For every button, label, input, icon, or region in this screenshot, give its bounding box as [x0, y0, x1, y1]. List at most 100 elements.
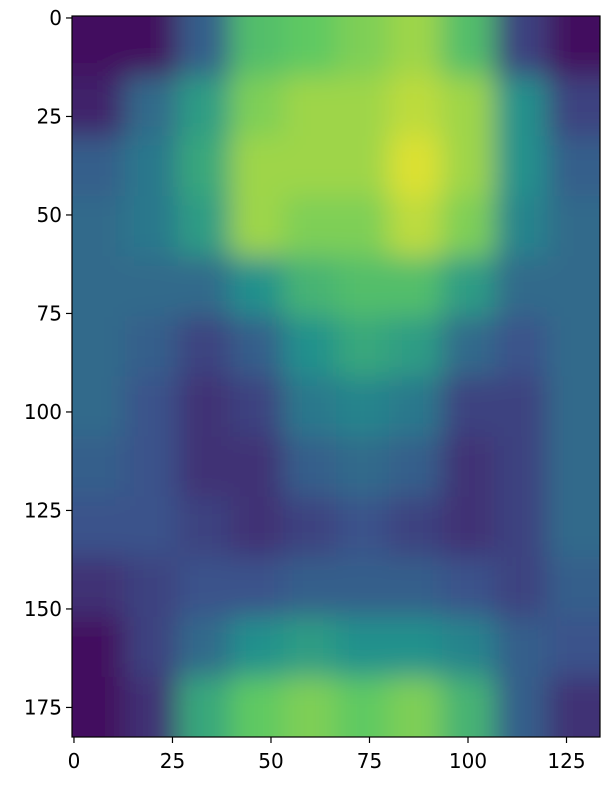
x-tick-label: 75	[357, 749, 382, 773]
heatmap-cell	[124, 676, 179, 737]
heatmap-cell	[494, 616, 549, 678]
heatmap-cell	[230, 256, 285, 318]
heatmap-cell	[230, 676, 285, 737]
heatmap-cell	[124, 16, 179, 78]
heatmap-cell	[283, 136, 337, 198]
heatmap-cell	[177, 496, 232, 558]
heatmap-cell	[388, 676, 443, 737]
y-tick-label: 75	[37, 301, 62, 325]
heatmap-cell	[72, 496, 126, 558]
heatmap-cell	[494, 16, 549, 78]
heatmap-cell	[388, 196, 443, 258]
heatmap-cell	[72, 316, 126, 378]
heatmap-cell	[230, 76, 285, 138]
heatmap-cell	[177, 196, 232, 258]
heatmap-cell	[124, 496, 179, 558]
x-tick-label: 25	[160, 749, 185, 773]
heatmap-cell	[124, 196, 179, 258]
heatmap-cell	[72, 76, 126, 138]
image-cells	[72, 16, 600, 737]
heatmap-cell	[336, 376, 390, 438]
heatmap-cell	[283, 436, 337, 498]
heatmap-cell	[72, 616, 126, 678]
heatmap-cell	[283, 316, 337, 378]
y-tick-label: 25	[37, 104, 62, 128]
heatmap-cell	[494, 676, 549, 737]
heatmap-cell	[230, 376, 285, 438]
heatmap-cell	[547, 676, 600, 737]
heatmap-cell	[230, 496, 285, 558]
heatmap-cell	[124, 136, 179, 198]
heatmap-cell	[547, 436, 600, 498]
heatmap-cell	[124, 436, 179, 498]
heatmap-cell	[230, 16, 285, 78]
heatmap-cell	[177, 136, 232, 198]
heatmap-cell	[124, 316, 179, 378]
heatmap-cell	[336, 496, 390, 558]
heatmap-cell	[230, 556, 285, 618]
heatmap-cell	[336, 436, 390, 498]
heatmap-cell	[441, 496, 496, 558]
heatmap-cell	[547, 16, 600, 78]
heatmap-cell	[283, 616, 337, 678]
heatmap-cell	[388, 256, 443, 318]
heatmap-cell	[547, 556, 600, 618]
heatmap-cell	[494, 316, 549, 378]
heatmap-cell	[177, 676, 232, 737]
heatmap-cell	[547, 376, 600, 438]
heatmap-cell	[547, 196, 600, 258]
y-tick-label: 175	[24, 695, 62, 719]
heatmap-cell	[336, 136, 390, 198]
y-tick-label: 100	[24, 400, 62, 424]
heatmap-cell	[72, 676, 126, 737]
heatmap-cell	[72, 256, 126, 318]
heatmap-cell	[441, 76, 496, 138]
heatmap-cell	[72, 376, 126, 438]
heatmap-cell	[441, 256, 496, 318]
heatmap-cell	[441, 616, 496, 678]
heatmap-cell	[230, 196, 285, 258]
heatmap-cell	[230, 436, 285, 498]
heatmap-cell	[388, 436, 443, 498]
heatmap-cell	[494, 496, 549, 558]
heatmap-cell	[72, 16, 126, 78]
axes-frame	[71, 15, 601, 738]
heatmap-cell	[494, 196, 549, 258]
heatmap-cell	[547, 316, 600, 378]
heatmap-cell	[177, 376, 232, 438]
heatmap-cell	[177, 16, 232, 78]
x-tick-label: 100	[449, 749, 487, 773]
heatmap-cell	[177, 316, 232, 378]
heatmap-cell	[441, 136, 496, 198]
heatmap-cell	[494, 436, 549, 498]
heatmap-cell	[494, 76, 549, 138]
heatmap-cell	[283, 496, 337, 558]
y-tick-label: 125	[24, 498, 62, 522]
heatmap-cell	[336, 196, 390, 258]
heatmap-cell	[441, 376, 496, 438]
heatmap-cell	[336, 616, 390, 678]
heatmap-cell	[388, 136, 443, 198]
y-tick-label: 150	[24, 597, 62, 621]
heatmap-cell	[547, 136, 600, 198]
x-tick-label: 125	[547, 749, 585, 773]
heatmap-cell	[388, 616, 443, 678]
heatmap-cell	[230, 136, 285, 198]
heatmap-cell	[72, 556, 126, 618]
heatmap-cell	[177, 616, 232, 678]
heatmap-cell	[283, 256, 337, 318]
heatmap-cell	[336, 256, 390, 318]
heatmap-cell	[441, 196, 496, 258]
heatmap-cell	[441, 316, 496, 378]
heatmap-cell	[547, 616, 600, 678]
heatmap-cell	[72, 136, 126, 198]
heatmap-cell	[388, 316, 443, 378]
heatmap-cell	[230, 616, 285, 678]
heatmap-cell	[177, 256, 232, 318]
heatmap-cell	[283, 196, 337, 258]
heatmap-cell	[124, 616, 179, 678]
heatmap-cell	[283, 676, 337, 737]
image	[72, 16, 600, 737]
